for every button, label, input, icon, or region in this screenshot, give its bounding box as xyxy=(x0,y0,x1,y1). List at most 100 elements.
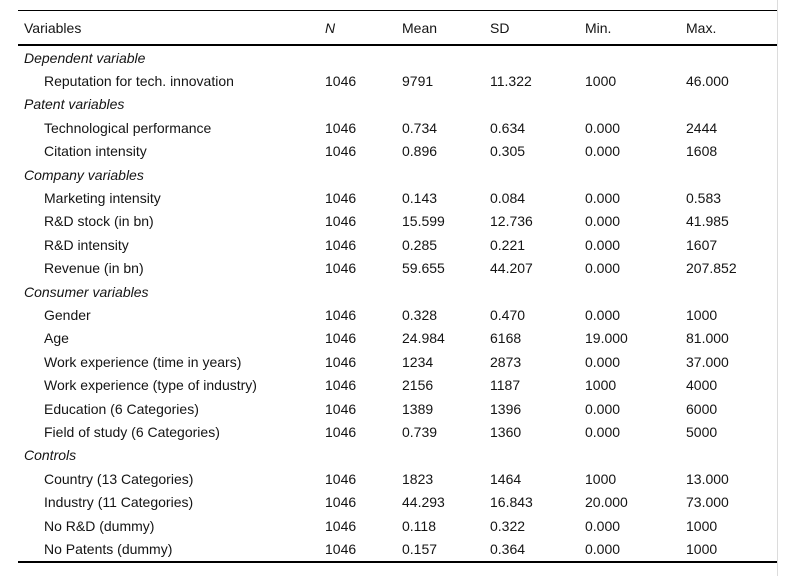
section-row: Consumer variables xyxy=(18,280,778,303)
cell-n: 1046 xyxy=(325,143,357,160)
cell-max: 5000 xyxy=(686,423,718,440)
cell-sd: 1187 xyxy=(490,377,521,394)
variable-label: Reputation for tech. innovation xyxy=(44,73,234,90)
cell-mean: 24.984 xyxy=(402,330,445,347)
image-edge-line xyxy=(777,0,778,576)
cell-sd: 6168 xyxy=(490,330,522,347)
section-row: Controls xyxy=(18,444,778,467)
cell-min: 19.000 xyxy=(585,330,628,347)
cell-max: 4000 xyxy=(686,377,718,394)
cell-sd: 0.634 xyxy=(490,119,526,136)
cell-mean: 0.157 xyxy=(402,540,438,557)
cell-sd: 0.322 xyxy=(490,517,526,534)
cell-mean: 59.655 xyxy=(402,260,445,277)
column-header-sd: SD xyxy=(490,19,510,36)
variable-row: Revenue (in bn) 1046 59.655 44.207 0.000 207.… xyxy=(18,257,778,280)
cell-mean: 1823 xyxy=(402,470,434,487)
table-body: Dependent variable Reputation for tech. i… xyxy=(18,46,778,561)
variable-label: No Patents (dummy) xyxy=(44,540,173,557)
cell-min: 0.000 xyxy=(585,143,621,160)
variable-row: Field of study (6 Categories) 1046 0.739 13… xyxy=(18,420,778,443)
cell-n: 1046 xyxy=(325,540,357,557)
cell-mean: 0.739 xyxy=(402,423,438,440)
section-label: Company variables xyxy=(24,166,144,183)
descriptive-statistics-table: Variables N Mean SD Min. Max. Dependent … xyxy=(18,10,778,563)
cell-n: 1046 xyxy=(325,423,357,440)
cell-sd: 44.207 xyxy=(490,260,533,277)
cell-max: 46.000 xyxy=(686,73,729,90)
variable-row: Marketing intensity 1046 0.143 0.084 0.000 0.… xyxy=(18,186,778,209)
cell-sd: 12.736 xyxy=(490,213,533,230)
cell-mean: 1234 xyxy=(402,353,434,370)
variable-row: No R&D (dummy) 1046 0.118 0.322 0.000 1000 xyxy=(18,514,778,537)
cell-max: 13.000 xyxy=(686,470,729,487)
table-top-rule xyxy=(18,10,778,11)
cell-n: 1046 xyxy=(325,400,357,417)
cell-min: 0.000 xyxy=(585,423,621,440)
variable-row: No Patents (dummy) 1046 0.157 0.364 0.000 100… xyxy=(18,537,778,560)
variable-label: Work experience (time in years) xyxy=(44,353,242,370)
cell-min: 1000 xyxy=(585,73,617,90)
cell-sd: 11.322 xyxy=(490,73,532,90)
cell-min: 0.000 xyxy=(585,236,621,253)
variable-row: Country (13 Categories) 1046 1823 1464 1000 1… xyxy=(18,467,778,490)
cell-n: 1046 xyxy=(325,213,357,230)
cell-max: 41.985 xyxy=(686,213,729,230)
cell-n: 1046 xyxy=(325,353,357,370)
cell-min: 1000 xyxy=(585,377,617,394)
cell-max: 73.000 xyxy=(686,494,729,511)
variable-row: Gender 1046 0.328 0.470 0.000 1000 xyxy=(18,303,778,326)
cell-min: 20.000 xyxy=(585,494,628,511)
section-label: Dependent variable xyxy=(24,49,146,66)
cell-min: 0.000 xyxy=(585,213,621,230)
cell-sd: 16.843 xyxy=(490,494,533,511)
cell-min: 0.000 xyxy=(585,400,621,417)
cell-sd: 0.364 xyxy=(490,540,526,557)
cell-min: 0.000 xyxy=(585,119,621,136)
cell-sd: 1396 xyxy=(490,400,522,417)
variable-label: Age xyxy=(44,330,69,347)
cell-max: 1608 xyxy=(686,143,718,160)
cell-mean: 2156 xyxy=(402,377,434,394)
table-header-rule xyxy=(18,44,778,46)
variable-row: R&D stock (in bn) 1046 15.599 12.736 0.000 41… xyxy=(18,210,778,233)
variable-label: Field of study (6 Categories) xyxy=(44,423,220,440)
cell-n: 1046 xyxy=(325,377,357,394)
table-header-row: Variables N Mean SD Min. Max. xyxy=(18,11,778,44)
cell-max: 37.000 xyxy=(686,353,729,370)
cell-min: 1000 xyxy=(585,470,617,487)
cell-mean: 1389 xyxy=(402,400,434,417)
variable-row: Industry (11 Categories) 1046 44.293 16.843… xyxy=(18,490,778,513)
cell-n: 1046 xyxy=(325,190,357,207)
variable-label: R&D intensity xyxy=(44,236,129,253)
cell-sd: 1360 xyxy=(490,423,522,440)
variable-label: Marketing intensity xyxy=(44,190,161,207)
column-header-max: Max. xyxy=(686,19,717,36)
variable-row: Work experience (type of industry) 1046 21… xyxy=(18,373,778,396)
variable-label: Technological performance xyxy=(44,119,212,136)
cell-n: 1046 xyxy=(325,260,357,277)
cell-sd: 0.084 xyxy=(490,190,526,207)
variable-row: Technological performance 1046 0.734 0.634 0… xyxy=(18,116,778,139)
cell-min: 0.000 xyxy=(585,260,621,277)
cell-min: 0.000 xyxy=(585,540,621,557)
variable-row: R&D intensity 1046 0.285 0.221 0.000 1607 xyxy=(18,233,778,256)
cell-max: 0.583 xyxy=(686,190,722,207)
cell-max: 1000 xyxy=(686,517,718,534)
section-row: Company variables xyxy=(18,163,778,186)
cell-mean: 0.118 xyxy=(402,517,436,534)
variable-row: Citation intensity 1046 0.896 0.305 0.000 160… xyxy=(18,140,778,163)
cell-n: 1046 xyxy=(325,119,357,136)
cell-sd: 0.221 xyxy=(490,236,526,253)
section-row: Dependent variable xyxy=(18,46,778,69)
variable-label: Work experience (type of industry) xyxy=(44,377,257,394)
cell-max: 2444 xyxy=(686,119,718,136)
variable-label: Citation intensity xyxy=(44,143,147,160)
column-header-variables: Variables xyxy=(24,19,82,36)
column-header-mean: Mean xyxy=(402,19,438,36)
variable-label: R&D stock (in bn) xyxy=(44,213,154,230)
cell-sd: 0.305 xyxy=(490,143,526,160)
cell-mean: 15.599 xyxy=(402,213,445,230)
cell-n: 1046 xyxy=(325,470,357,487)
variable-row: Education (6 Categories) 1046 1389 1396 0.00… xyxy=(18,397,778,420)
